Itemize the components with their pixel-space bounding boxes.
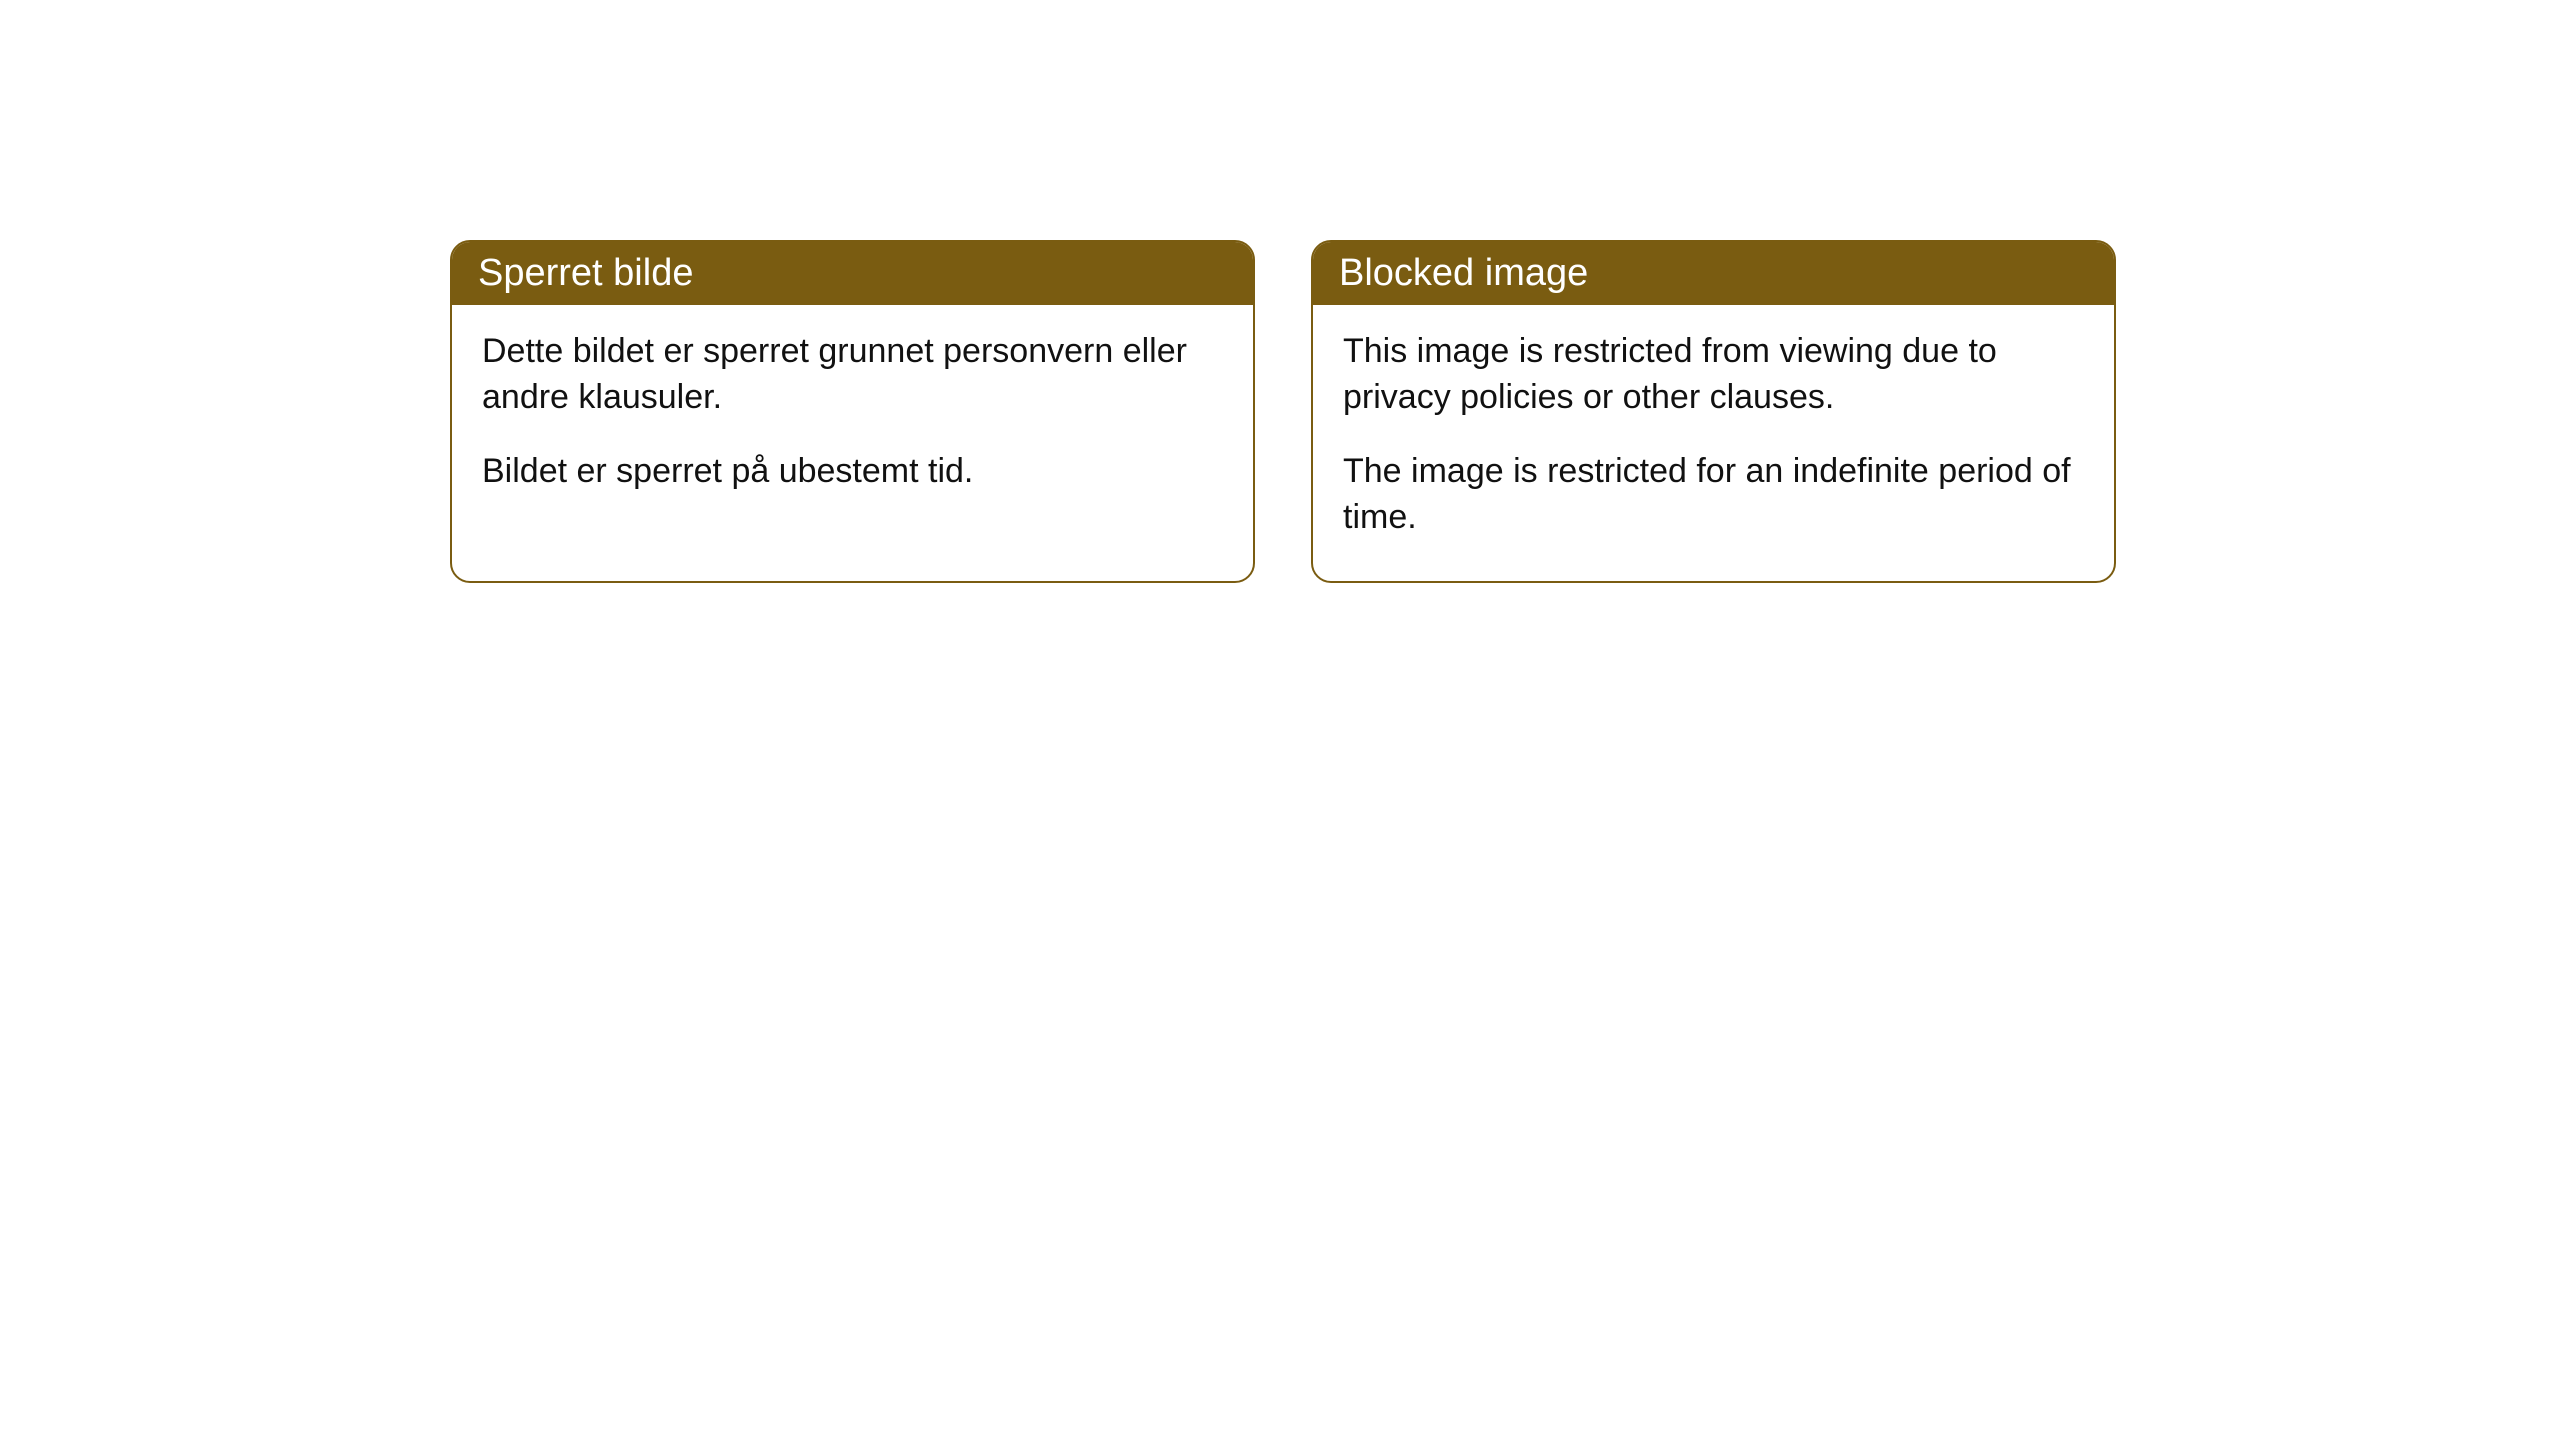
notice-card-paragraph: Dette bildet er sperret grunnet personve… — [482, 329, 1223, 421]
notice-card-body: Dette bildet er sperret grunnet personve… — [452, 305, 1253, 535]
notice-card-title: Blocked image — [1339, 252, 1588, 294]
notice-card-paragraph: This image is restricted from viewing du… — [1343, 329, 2084, 421]
notice-card-norwegian: Sperret bilde Dette bildet er sperret gr… — [450, 240, 1255, 583]
notice-card-paragraph: Bildet er sperret på ubestemt tid. — [482, 449, 1223, 495]
notice-card-header: Sperret bilde — [452, 242, 1253, 305]
notice-card-paragraph: The image is restricted for an indefinit… — [1343, 449, 2084, 541]
notice-card-english: Blocked image This image is restricted f… — [1311, 240, 2116, 583]
notice-card-body: This image is restricted from viewing du… — [1313, 305, 2114, 581]
notice-cards-container: Sperret bilde Dette bildet er sperret gr… — [0, 0, 2560, 583]
notice-card-title: Sperret bilde — [478, 252, 693, 294]
notice-card-header: Blocked image — [1313, 242, 2114, 305]
